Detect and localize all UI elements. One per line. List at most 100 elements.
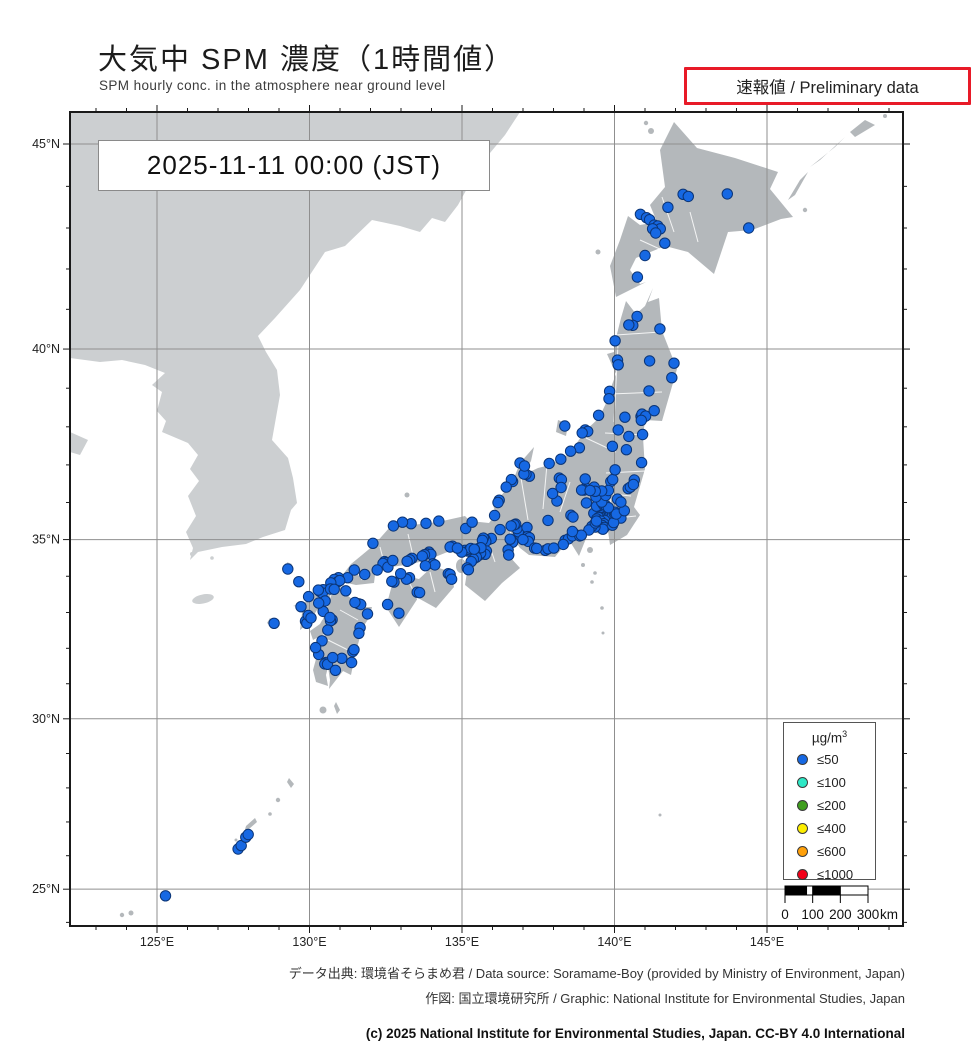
station-dot [532,543,542,553]
station-dot [504,550,514,560]
station-dot [310,642,320,652]
station-dot [663,202,673,212]
legend-color-dot [797,754,808,765]
legend-color-dot [797,800,808,811]
station-dot [667,373,677,383]
island-okinoerabu [268,812,272,816]
station-dot [446,574,456,584]
station-dot [243,829,253,839]
graphic-credit: 作図: 国立環境研究所 / Graphic: National Institut… [425,988,905,1007]
station-dot [417,551,427,561]
station-dot [624,320,634,330]
station-dot [294,577,304,587]
station-dot [283,564,293,574]
station-dot [160,891,170,901]
station-dot [434,516,444,526]
station-dot [269,618,279,628]
station-dot [501,482,511,492]
station-dot [683,191,693,201]
station-dot [558,539,568,549]
station-dot [421,518,431,528]
station-dot [616,497,626,507]
lat-tick-label: 45°N [32,137,60,151]
station-dot [613,425,623,435]
page-subtitle: SPM hourly conc. in the atmosphere near … [99,78,445,93]
scalebar-tick-label: 0 [781,907,789,922]
legend-color-dot [797,846,808,857]
island-kuril-speck [883,114,887,118]
station-dot [593,410,603,420]
lat-tick-label: 30°N [32,712,60,726]
station-dot [621,445,631,455]
island-hachijo [602,632,605,635]
legend-item: ≤50 [784,748,875,771]
station-dot [368,538,378,548]
station-dot [323,625,333,635]
station-dot [651,228,661,238]
station-dot [360,569,370,579]
data-source-credit: データ出典: 環境省そらまめ君 / Data source: Soramame-… [289,963,905,982]
station-dot [591,516,601,526]
station-dot [346,657,356,667]
station-dot [328,652,338,662]
station-dot [354,628,364,638]
station-dot [543,515,553,525]
island-shikotan [803,208,807,212]
station-dot [636,457,646,467]
station-dot [362,609,372,619]
island-izu-oshima [587,547,593,553]
station-dot [467,517,477,527]
island-oki [405,493,410,498]
lon-tick-label: 135°E [445,935,479,949]
station-dot [577,428,587,438]
station-dot [493,497,503,507]
station-dot [644,386,654,396]
station-dot [325,612,335,622]
station-dot [314,598,324,608]
island-kerama [235,839,238,842]
station-dot [544,458,554,468]
island-rishiri [648,128,654,134]
station-dot [388,555,398,565]
island-iriomote [120,913,124,917]
lon-tick-label: 130°E [292,935,326,949]
legend-item: ≤100 [784,771,875,794]
station-dot [556,482,566,492]
station-dot [669,358,679,368]
island-speck [190,552,194,556]
station-dot [744,223,754,233]
station-dot [349,645,359,655]
station-dot [452,543,462,553]
station-dot [604,394,614,404]
station-dot [640,250,650,260]
station-dot [420,561,430,571]
station-dot [519,461,529,471]
legend-item: ≤600 [784,840,875,863]
station-dot [620,412,630,422]
island-okushiri [596,250,601,255]
station-dot [655,324,665,334]
station-dot [580,474,590,484]
station-dot [607,441,617,451]
station-dot [329,584,339,594]
station-dot [387,576,397,586]
island-daito [659,814,662,817]
legend-unit-label: µg/m3 [784,729,875,746]
station-dot [585,485,595,495]
station-dot [549,543,559,553]
island-yakushima [320,707,327,714]
station-dot [372,565,382,575]
station-dot [341,586,351,596]
station-dot [505,534,515,544]
station-dot [624,431,634,441]
timestamp-box: 2025-11-11 00:00 (JST) [98,140,490,191]
station-dot [402,556,412,566]
copyright-notice: (c) 2025 National Institute for Environm… [366,1026,905,1041]
scalebar-tick-label: 300 [857,907,880,922]
island-speck [210,556,214,560]
lat-tick-label: 35°N [32,533,60,547]
island-izu [590,580,594,584]
scalebar-tick-label: 100 [801,907,824,922]
island-rebun [644,121,648,125]
station-dot [649,406,659,416]
